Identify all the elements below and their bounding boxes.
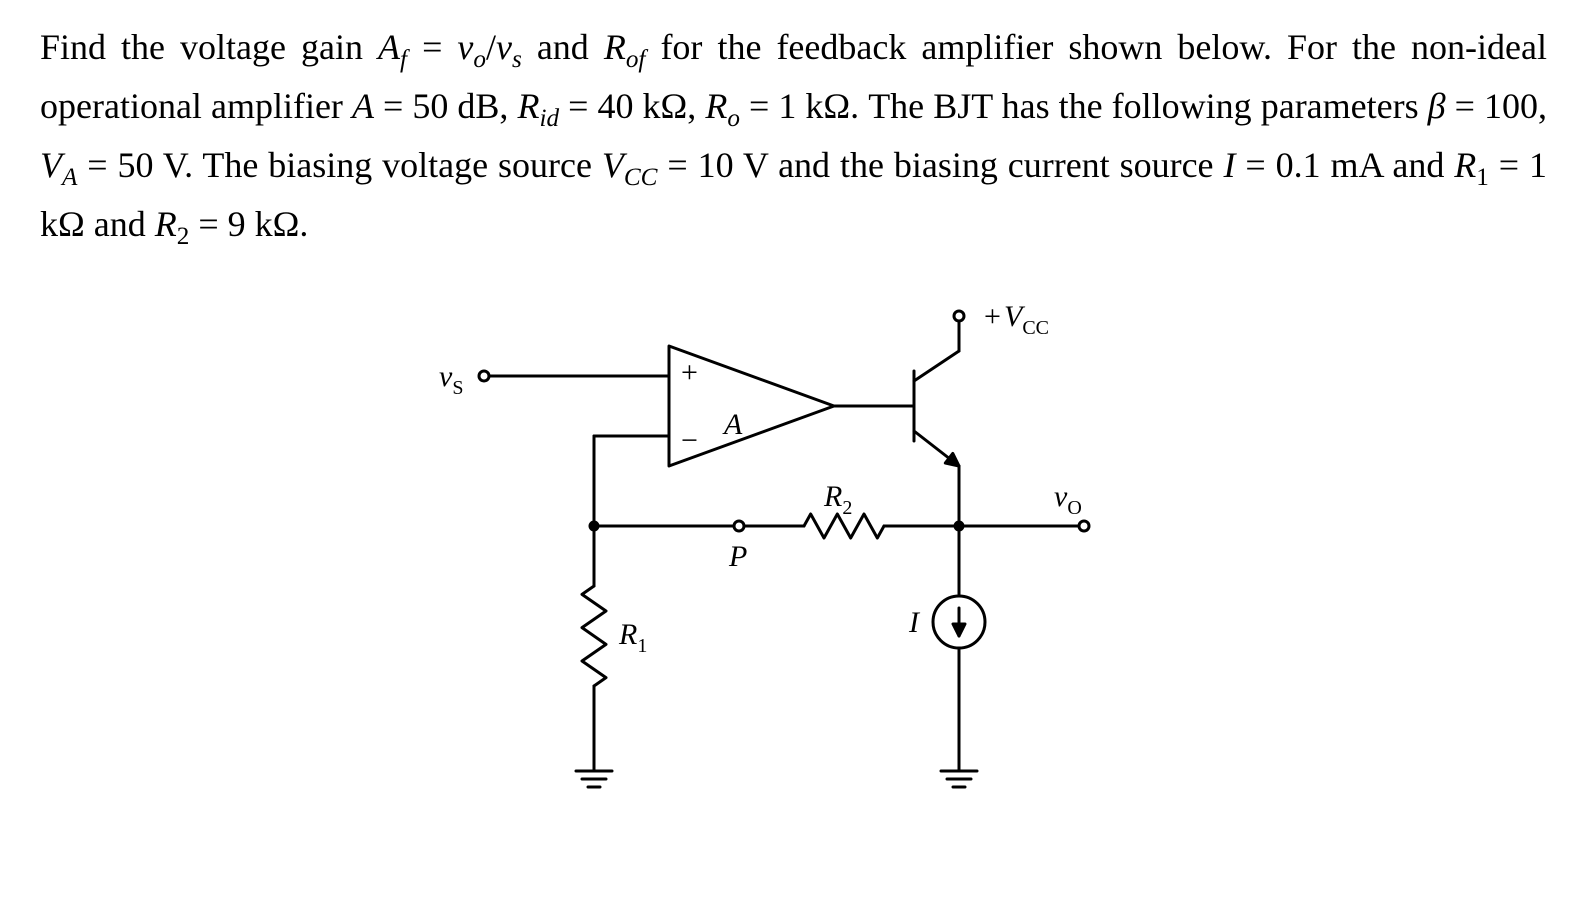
sym-A: A: [352, 86, 374, 126]
txt: and: [522, 27, 604, 67]
svg-text:+: +: [681, 356, 698, 389]
sub-R2: 2: [177, 223, 190, 250]
eq: =: [740, 86, 778, 126]
slash: /: [486, 27, 496, 67]
eq: =: [1446, 86, 1484, 126]
svg-text:−: −: [681, 424, 698, 457]
problem-statement: Find the voltage gain Af = vo/vs and Rof…: [40, 20, 1547, 256]
val-A: 50 dB,: [412, 86, 517, 126]
val-Ro: 1 kΩ. The BJT has the following paramete…: [778, 86, 1427, 126]
sym-VA: V: [40, 145, 62, 185]
txt: Find the voltage gain: [40, 27, 378, 67]
svg-text:vS: vS: [439, 360, 463, 399]
val-VA: 50 V. The biasing voltage source: [118, 145, 602, 185]
sym-Vcc: V: [602, 145, 624, 185]
circuit-diagram: +−AvS+VCCvOIPR2R1: [40, 296, 1547, 836]
eq: =: [407, 27, 457, 67]
eq: =: [657, 145, 697, 185]
eq: =: [189, 204, 227, 244]
eq: =: [77, 145, 117, 185]
sym-beta: β: [1428, 86, 1446, 126]
sub-vo: o: [473, 46, 486, 73]
sym-vo: v: [457, 27, 473, 67]
svg-text:P: P: [728, 540, 747, 573]
val-beta: 100,: [1484, 86, 1547, 126]
sub-Vcc: CC: [624, 164, 658, 191]
eq: =: [374, 86, 412, 126]
eq: =: [559, 86, 597, 126]
val-Vcc: 10 V and the biasing current source: [698, 145, 1224, 185]
sym-Ro: R: [705, 86, 727, 126]
svg-text:+: +: [984, 300, 1001, 333]
svg-text:vO: vO: [1054, 480, 1082, 519]
svg-text:R1: R1: [618, 618, 647, 657]
sub-VA: A: [62, 164, 77, 191]
sym-R1: R: [1454, 145, 1476, 185]
sub-vs: s: [512, 46, 522, 73]
val-Rid: 40 kΩ,: [597, 86, 705, 126]
eq: =: [1235, 145, 1275, 185]
svg-text:I: I: [908, 606, 921, 639]
val-R2: 9 kΩ.: [228, 204, 309, 244]
sym-Rid: R: [517, 86, 539, 126]
svg-text:VCC: VCC: [1004, 300, 1049, 339]
sym-Rof: R: [604, 27, 626, 67]
svg-text:A: A: [722, 408, 743, 441]
sub-Rid: id: [539, 105, 559, 132]
eq: =: [1489, 145, 1529, 185]
sub-Af: f: [400, 46, 407, 73]
sub-Ro: o: [727, 105, 740, 132]
sub-Rof: of: [626, 46, 646, 73]
sym-I: I: [1223, 145, 1235, 185]
sym-vs: v: [496, 27, 512, 67]
val-I: 0.1 mA and: [1276, 145, 1455, 185]
sym-Af: A: [378, 27, 400, 67]
sub-R1: 1: [1476, 164, 1489, 191]
sym-R2: R: [155, 204, 177, 244]
circuit-svg: +−AvS+VCCvOIPR2R1: [404, 296, 1184, 836]
